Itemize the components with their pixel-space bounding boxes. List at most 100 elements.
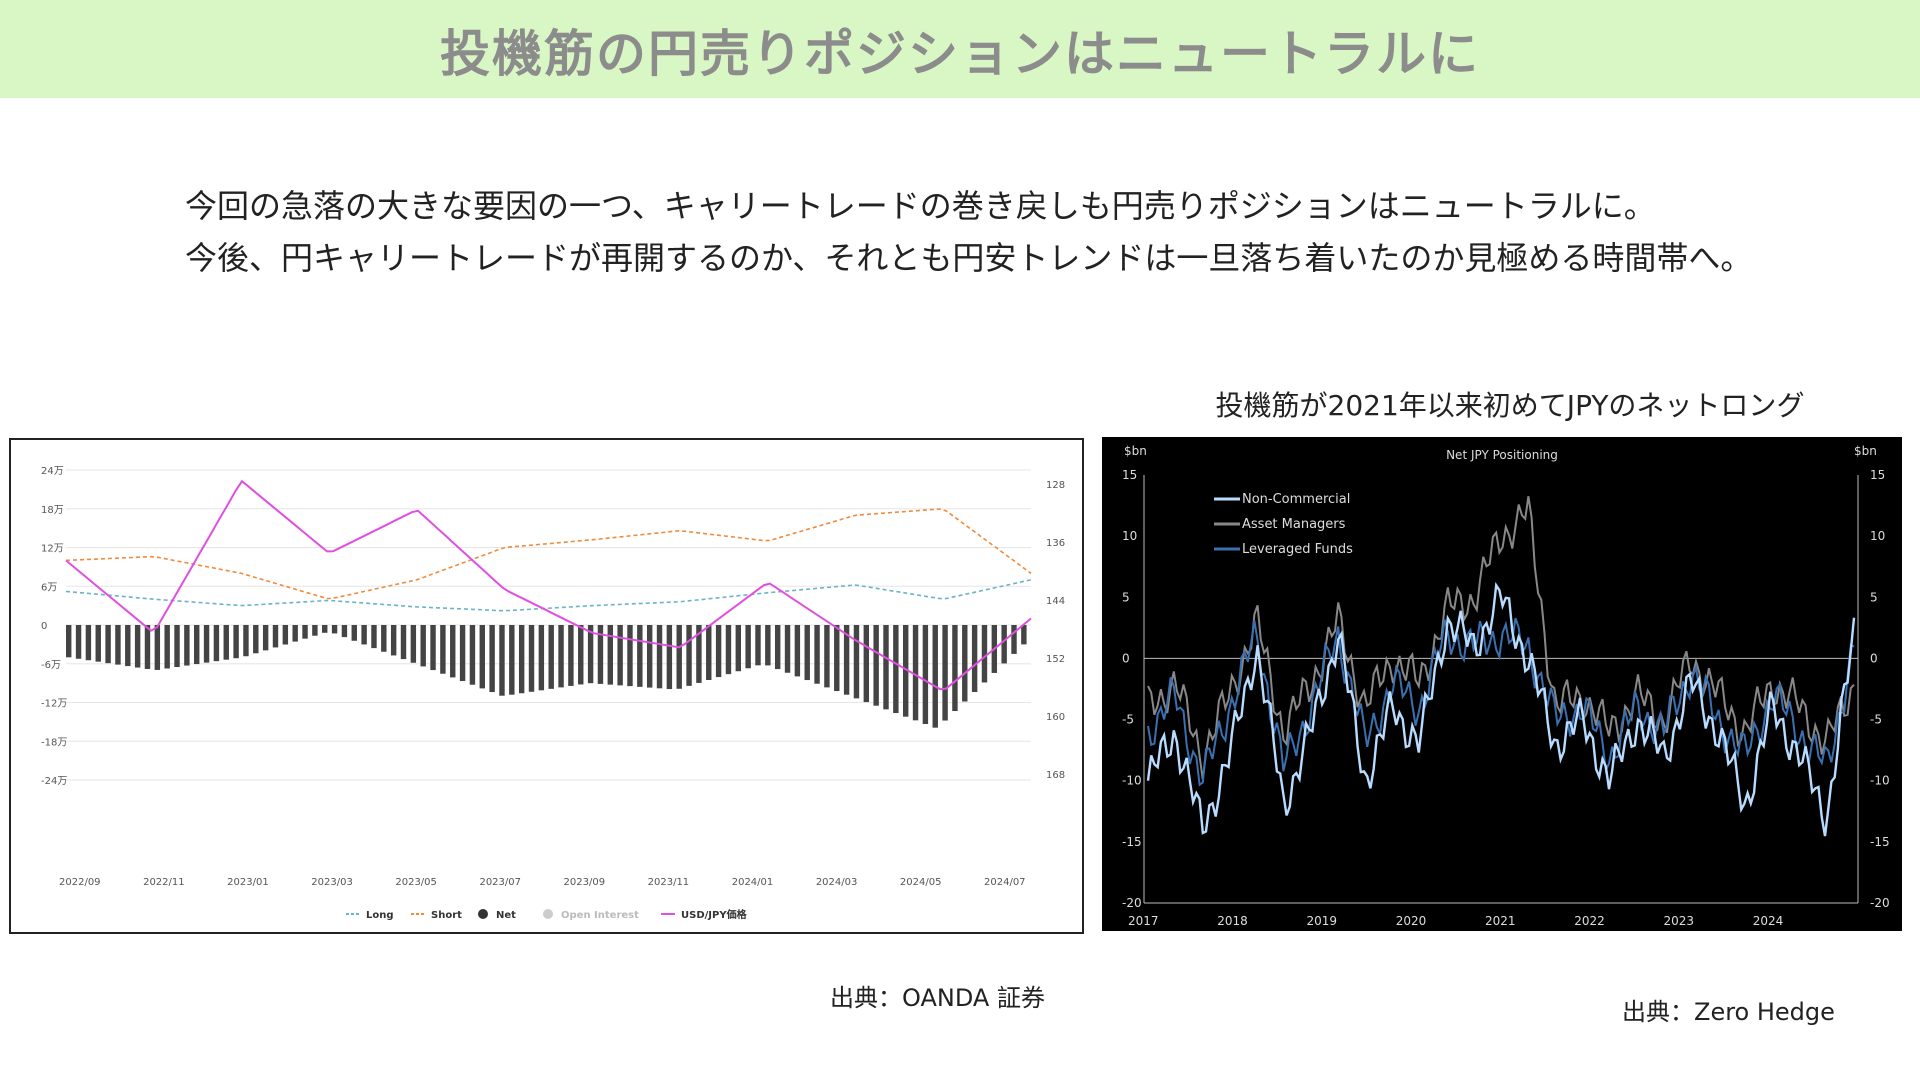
net-bar xyxy=(902,625,909,717)
usdjpy-line xyxy=(65,479,1032,691)
net-bar xyxy=(282,625,289,645)
net-bar xyxy=(499,625,505,696)
right-chart-caption: 投機筋が2021年以来初めてJPYのネットロング xyxy=(1215,389,1805,422)
net-bar xyxy=(706,625,712,680)
net-bar xyxy=(400,625,407,660)
net-bar xyxy=(489,625,495,693)
y-right-tick-label: 152 xyxy=(1046,654,1065,665)
legend-label: Open Interest xyxy=(561,910,639,921)
net-bar xyxy=(932,625,938,728)
net-bar xyxy=(243,625,249,657)
net-bar xyxy=(1001,625,1007,664)
y-left-tick-label: 10 xyxy=(1122,529,1137,543)
net-bar xyxy=(351,625,357,641)
series-line-2 xyxy=(1147,617,1855,787)
body-line-2: 今後、円キャリートレードが再開するのか、それとも円安トレンドは一旦落ち着いたのか… xyxy=(185,239,1753,277)
y-left-tick-label: 0 xyxy=(1122,651,1130,665)
y-left-tick-label: -5 xyxy=(1122,713,1134,727)
net-bar xyxy=(725,625,732,675)
legend-marker xyxy=(543,909,553,919)
y-right-unit: $bn xyxy=(1854,444,1877,458)
y-left-tick-label: 15 xyxy=(1122,468,1137,482)
net-bar xyxy=(115,625,121,665)
net-bar xyxy=(952,625,958,712)
body-line-1: 今回の急落の大きな要因の一つ、キャリートレードの巻き戻しも円売りポジションはニュ… xyxy=(185,187,1656,225)
y-right-tick-label: 10 xyxy=(1870,529,1885,543)
zerohedge-chart: 15 15 10 10 5 5 0 0 -5 -5 -10 -10 -15 -15 -20 -20 2017 20… xyxy=(1122,444,1890,928)
net-bar xyxy=(538,625,545,691)
net-bar xyxy=(213,625,220,662)
x-tick-label: 2023/09 xyxy=(564,877,606,888)
net-bar xyxy=(558,625,564,688)
y-right-tick-label: -5 xyxy=(1870,713,1882,727)
legend-label: Asset Managers xyxy=(1242,517,1346,532)
net-bar xyxy=(420,625,426,667)
net-bar xyxy=(824,625,830,688)
net-bar xyxy=(528,625,535,692)
net-bar xyxy=(440,625,446,674)
legend-marker xyxy=(478,909,488,919)
net-bar xyxy=(312,625,318,636)
net-bar xyxy=(66,625,72,658)
net-bar xyxy=(942,625,948,721)
net-bar xyxy=(459,625,466,682)
x-tick-label: 2023/03 xyxy=(311,877,353,888)
net-bar xyxy=(656,625,663,689)
net-bar xyxy=(834,625,840,692)
y-left-tick-label: 0 xyxy=(41,621,47,632)
net-bar xyxy=(1011,625,1017,654)
source-left: 出典：OANDA 証券 xyxy=(830,984,1045,1012)
legend-label: Long xyxy=(366,910,394,921)
net-bar xyxy=(745,625,751,669)
net-bar xyxy=(125,625,131,667)
net-bar xyxy=(253,625,259,654)
y-right-tick-label: 128 xyxy=(1046,480,1065,491)
net-bar xyxy=(548,625,554,689)
legend-label: Leveraged Funds xyxy=(1242,542,1353,557)
y-right-tick-label: 160 xyxy=(1046,712,1065,723)
legend-label: USD/JPY価格 xyxy=(681,908,748,921)
x-tick-label: 2020 xyxy=(1396,914,1427,928)
short-line xyxy=(65,508,1032,600)
y-left-tick-label: 24万 xyxy=(41,466,64,477)
source-right: 出典：Zero Hedge xyxy=(1622,998,1835,1026)
net-bar xyxy=(922,625,929,725)
net-bar xyxy=(617,625,623,686)
x-tick-label: 2023 xyxy=(1664,914,1695,928)
net-bar xyxy=(765,625,771,666)
net-bar xyxy=(223,625,229,660)
y-left-tick-label: 6万 xyxy=(41,582,57,593)
net-bar xyxy=(755,625,761,666)
y-left-tick-label: -20 xyxy=(1122,896,1142,910)
y-left-tick-label: -6万 xyxy=(41,660,61,671)
x-tick-label: 2023/05 xyxy=(395,877,437,888)
title-band xyxy=(0,0,1920,98)
x-tick-label: 2024/07 xyxy=(984,877,1026,888)
net-bar xyxy=(194,625,200,665)
x-tick-label: 2024 xyxy=(1753,914,1784,928)
net-bar xyxy=(469,625,476,685)
net-bar xyxy=(105,625,111,664)
net-bar xyxy=(646,625,653,688)
net-bar xyxy=(912,625,919,721)
net-bar xyxy=(1021,625,1027,645)
legend-label: Net xyxy=(496,910,516,921)
net-bar xyxy=(430,625,436,671)
x-tick-label: 2024/03 xyxy=(816,877,858,888)
y-right-tick-label: 136 xyxy=(1046,538,1065,549)
net-bar xyxy=(292,625,298,642)
net-bar xyxy=(774,625,781,670)
net-bar xyxy=(784,625,791,673)
y-left-tick-label: -15 xyxy=(1122,835,1142,849)
net-bar xyxy=(893,625,899,714)
y-left-tick-label: -10 xyxy=(1122,774,1142,788)
x-tick-label: 2021 xyxy=(1485,914,1516,928)
net-bar xyxy=(174,625,180,668)
net-bar xyxy=(981,625,988,683)
net-bar xyxy=(410,625,417,663)
net-bar xyxy=(637,625,643,687)
net-bar xyxy=(262,625,269,651)
x-tick-label: 2018 xyxy=(1217,914,1248,928)
net-bar xyxy=(272,625,279,648)
oanda-chart: 24万 18万 12万 6万 0 -6万 -12万 -18万 -24万 128 136 144 152 1… xyxy=(41,466,1065,921)
